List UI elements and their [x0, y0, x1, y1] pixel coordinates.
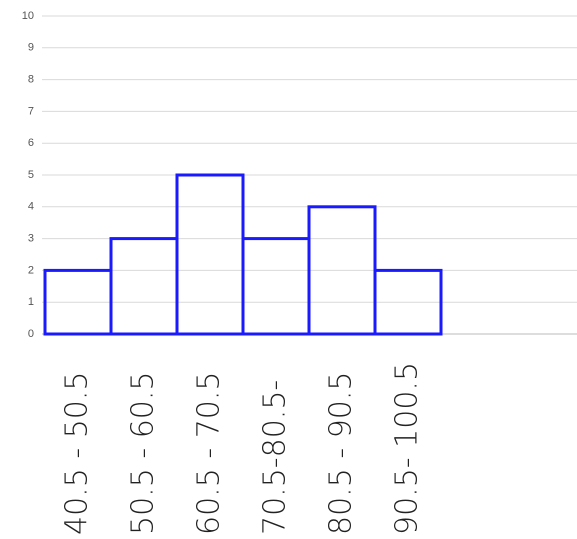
bar [373, 268, 443, 336]
y-tick-label: 4 [28, 201, 34, 213]
x-tick-label: 80.5 - 90.5 [324, 372, 359, 536]
y-tick-label: 9 [28, 42, 34, 54]
y-tick-label: 5 [28, 169, 34, 181]
y-tick-label: 8 [28, 74, 34, 86]
y-tick-label: 10 [22, 10, 34, 22]
bar [241, 237, 311, 336]
x-tick-label: 50.5 - 60.5 [126, 372, 161, 536]
y-tick-label: 7 [28, 105, 34, 117]
x-tick-label: 60.5 - 70.5 [192, 372, 227, 536]
y-tick-label: 0 [28, 328, 34, 340]
y-tick-label: 2 [28, 264, 34, 276]
x-tick-label: 90.5- 100.5 [390, 362, 425, 535]
x-tick-label: 70.5-80.5- [258, 380, 293, 535]
y-tick-label: 1 [28, 296, 34, 308]
x-tick-label: 40.5 - 50.5 [60, 372, 95, 536]
bar [109, 237, 179, 336]
y-tick-label: 3 [28, 233, 34, 245]
bar [175, 173, 245, 336]
y-tick-label: 6 [28, 137, 34, 149]
